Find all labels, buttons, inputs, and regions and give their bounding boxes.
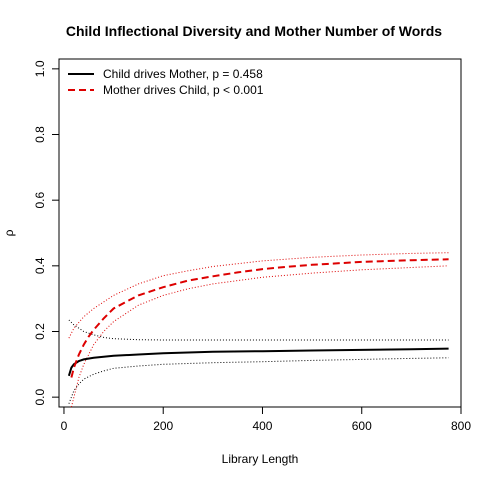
x-tick-label: 600 — [352, 419, 372, 433]
y-tick-label: 0.4 — [33, 257, 47, 274]
series-line-1 — [70, 258, 449, 378]
x-tick-label: 200 — [153, 419, 173, 433]
y-tick-label: 0.6 — [33, 192, 47, 209]
x-tick-label: 800 — [451, 419, 471, 433]
y-tick-label: 0.8 — [33, 126, 47, 143]
x-tick-label: 0 — [61, 419, 68, 433]
band-1-lower — [70, 265, 449, 408]
x-axis-label: Library Length — [222, 452, 299, 466]
band-0-upper — [68, 319, 449, 341]
band-0-lower — [68, 357, 449, 404]
series-lines — [67, 258, 449, 378]
y-tick-label: 1.0 — [33, 60, 47, 77]
y-tick-label: 0.2 — [33, 323, 47, 340]
x-tick-label: 400 — [252, 419, 272, 433]
confidence-bands — [68, 252, 449, 408]
series-line-0 — [67, 347, 449, 377]
x-axis: 0 200 400 600 800 — [61, 406, 471, 433]
legend: Child drives Mother, p = 0.458 Mother dr… — [68, 67, 264, 97]
y-tick-label: 0.0 — [33, 388, 47, 405]
legend-label-mother-drives-child: Mother drives Child, p < 0.001 — [103, 83, 264, 97]
band-1-upper — [68, 252, 449, 339]
y-axis-label: ρ — [2, 229, 16, 236]
chart-title: Child Inflectional Diversity and Mother … — [66, 23, 442, 39]
legend-label-child-drives-mother: Child drives Mother, p = 0.458 — [103, 67, 263, 81]
y-axis: 0.0 0.2 0.4 0.6 0.8 1.0 — [33, 60, 60, 405]
